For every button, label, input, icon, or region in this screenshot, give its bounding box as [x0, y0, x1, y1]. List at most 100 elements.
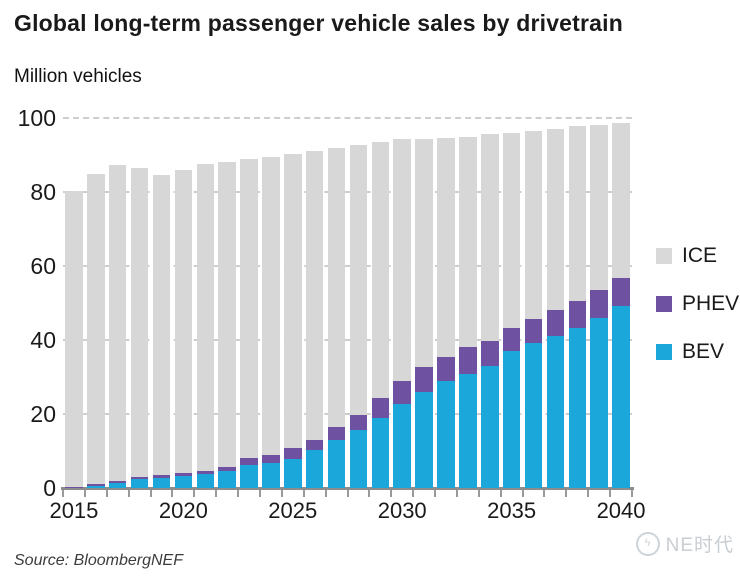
x-axis-tick: [609, 490, 612, 497]
bar-2019-phev: [152, 474, 171, 478]
bar-2036-ice: [524, 131, 543, 319]
bar-2036-bev: [524, 342, 543, 488]
bar-2039-ice: [590, 124, 608, 290]
legend-label-bev: BEV: [682, 340, 725, 363]
bar-2033-bev: [459, 374, 477, 488]
bar-2021-ice: [196, 164, 214, 471]
bar-2040-bev: [612, 306, 630, 488]
x-axis-tick: [193, 490, 196, 497]
x-axis-tick: [149, 490, 152, 497]
y-tick-label-0: 0: [43, 475, 56, 501]
bar-2029-ice: [371, 142, 390, 399]
legend-item-bev: BEV: [656, 340, 724, 364]
x-axis-tick: [543, 490, 546, 497]
gridline-80: [63, 191, 632, 193]
bar-2025-phev: [284, 448, 302, 459]
bar-2017-phev: [108, 480, 127, 483]
bar-2024-phev: [262, 454, 280, 463]
legend-item-ice: ICE: [656, 244, 717, 268]
bar-2023-bev: [240, 465, 258, 488]
x-axis-tick: [631, 490, 633, 497]
bar-2035-phev: [502, 328, 521, 352]
y-axis-units-label: Million vehicles: [14, 66, 142, 87]
y-tick-label-100: 100: [17, 105, 56, 131]
x-axis-tick: [171, 490, 174, 497]
bar-2021-bev: [196, 474, 214, 488]
x-tick-label-2040: 2040: [596, 498, 646, 523]
legend-label-ice: ICE: [682, 244, 718, 267]
x-tick-label-2030: 2030: [377, 498, 427, 523]
y-tick-label-80: 80: [30, 179, 56, 205]
bar-2027-bev: [327, 439, 346, 488]
bar-2017-bev: [108, 482, 127, 488]
x-axis-tick: [412, 490, 415, 497]
x-axis-tick: [127, 490, 130, 497]
bar-2033-ice: [459, 136, 477, 348]
ne-era-logo-icon: ϟ: [635, 531, 660, 556]
gridline-100: [63, 117, 632, 119]
x-axis-tick: [237, 490, 240, 497]
x-tick-label-2025: 2025: [268, 498, 318, 523]
bar-2034-phev: [481, 341, 499, 367]
legend-swatch-phev: [656, 296, 672, 312]
bar-2032-bev: [437, 380, 455, 488]
y-tick-label-20: 20: [30, 401, 56, 427]
bar-2040-ice: [612, 123, 630, 279]
gridline-40: [63, 339, 632, 341]
x-axis-tick: [499, 490, 502, 497]
bar-2029-phev: [371, 398, 390, 418]
x-axis-tick: [477, 490, 480, 497]
bar-2020-phev: [174, 472, 193, 477]
bar-2035-ice: [502, 132, 521, 329]
x-tick-label-2020: 2020: [158, 498, 208, 523]
bar-2030-phev: [393, 380, 411, 405]
bar-2015-ice: [65, 190, 83, 487]
bar-2023-ice: [240, 159, 258, 459]
bar-2022-bev: [218, 471, 236, 488]
bar-2037-bev: [546, 335, 565, 488]
x-axis-tick: [215, 490, 218, 497]
x-axis-line: [61, 487, 634, 490]
x-axis-tick: [390, 490, 393, 497]
bar-2028-ice: [349, 145, 368, 415]
bar-2022-phev: [218, 466, 236, 472]
bar-2024-ice: [262, 156, 280, 455]
gridline-60: [63, 265, 632, 267]
bar-2026-phev: [305, 439, 324, 451]
bar-2025-bev: [284, 458, 302, 488]
legend-label-phev: PHEV: [682, 292, 740, 315]
bar-2031-phev: [415, 367, 433, 392]
x-axis-tick: [258, 490, 261, 497]
x-axis-tick: [455, 490, 458, 497]
y-tick-label-40: 40: [30, 327, 56, 353]
bar-2016-bev: [87, 486, 105, 488]
bar-2030-bev: [393, 404, 411, 488]
bar-2031-ice: [415, 138, 433, 368]
x-axis-tick: [346, 490, 349, 497]
bar-2031-bev: [415, 391, 433, 488]
bar-2016-ice: [87, 173, 105, 485]
bar-2018-bev: [130, 479, 149, 488]
bar-2018-phev: [130, 477, 149, 480]
bar-2015-bev: [65, 487, 83, 488]
x-tick-label-2015: 2015: [49, 498, 99, 523]
bar-2039-phev: [590, 289, 608, 318]
x-axis-tick: [368, 490, 371, 497]
gridline-20: [63, 413, 632, 415]
legend-swatch-bev: [656, 344, 672, 360]
x-axis-tick: [105, 490, 108, 497]
bar-2038-bev: [568, 328, 587, 488]
watermark-text: NE时代: [665, 535, 734, 556]
bar-2033-phev: [459, 347, 477, 375]
bar-2018-ice: [130, 167, 149, 478]
chart-title: Global long-term passenger vehicle sales…: [14, 10, 624, 36]
source-note: Source: BloombergNEF: [14, 552, 183, 569]
bar-2015-phev: [65, 486, 83, 488]
bar-2027-phev: [327, 427, 346, 440]
x-axis-tick: [521, 490, 524, 497]
bar-2035-bev: [502, 351, 521, 488]
bar-2037-ice: [546, 128, 565, 311]
bar-2039-bev: [590, 317, 608, 488]
bar-2032-phev: [437, 357, 455, 381]
